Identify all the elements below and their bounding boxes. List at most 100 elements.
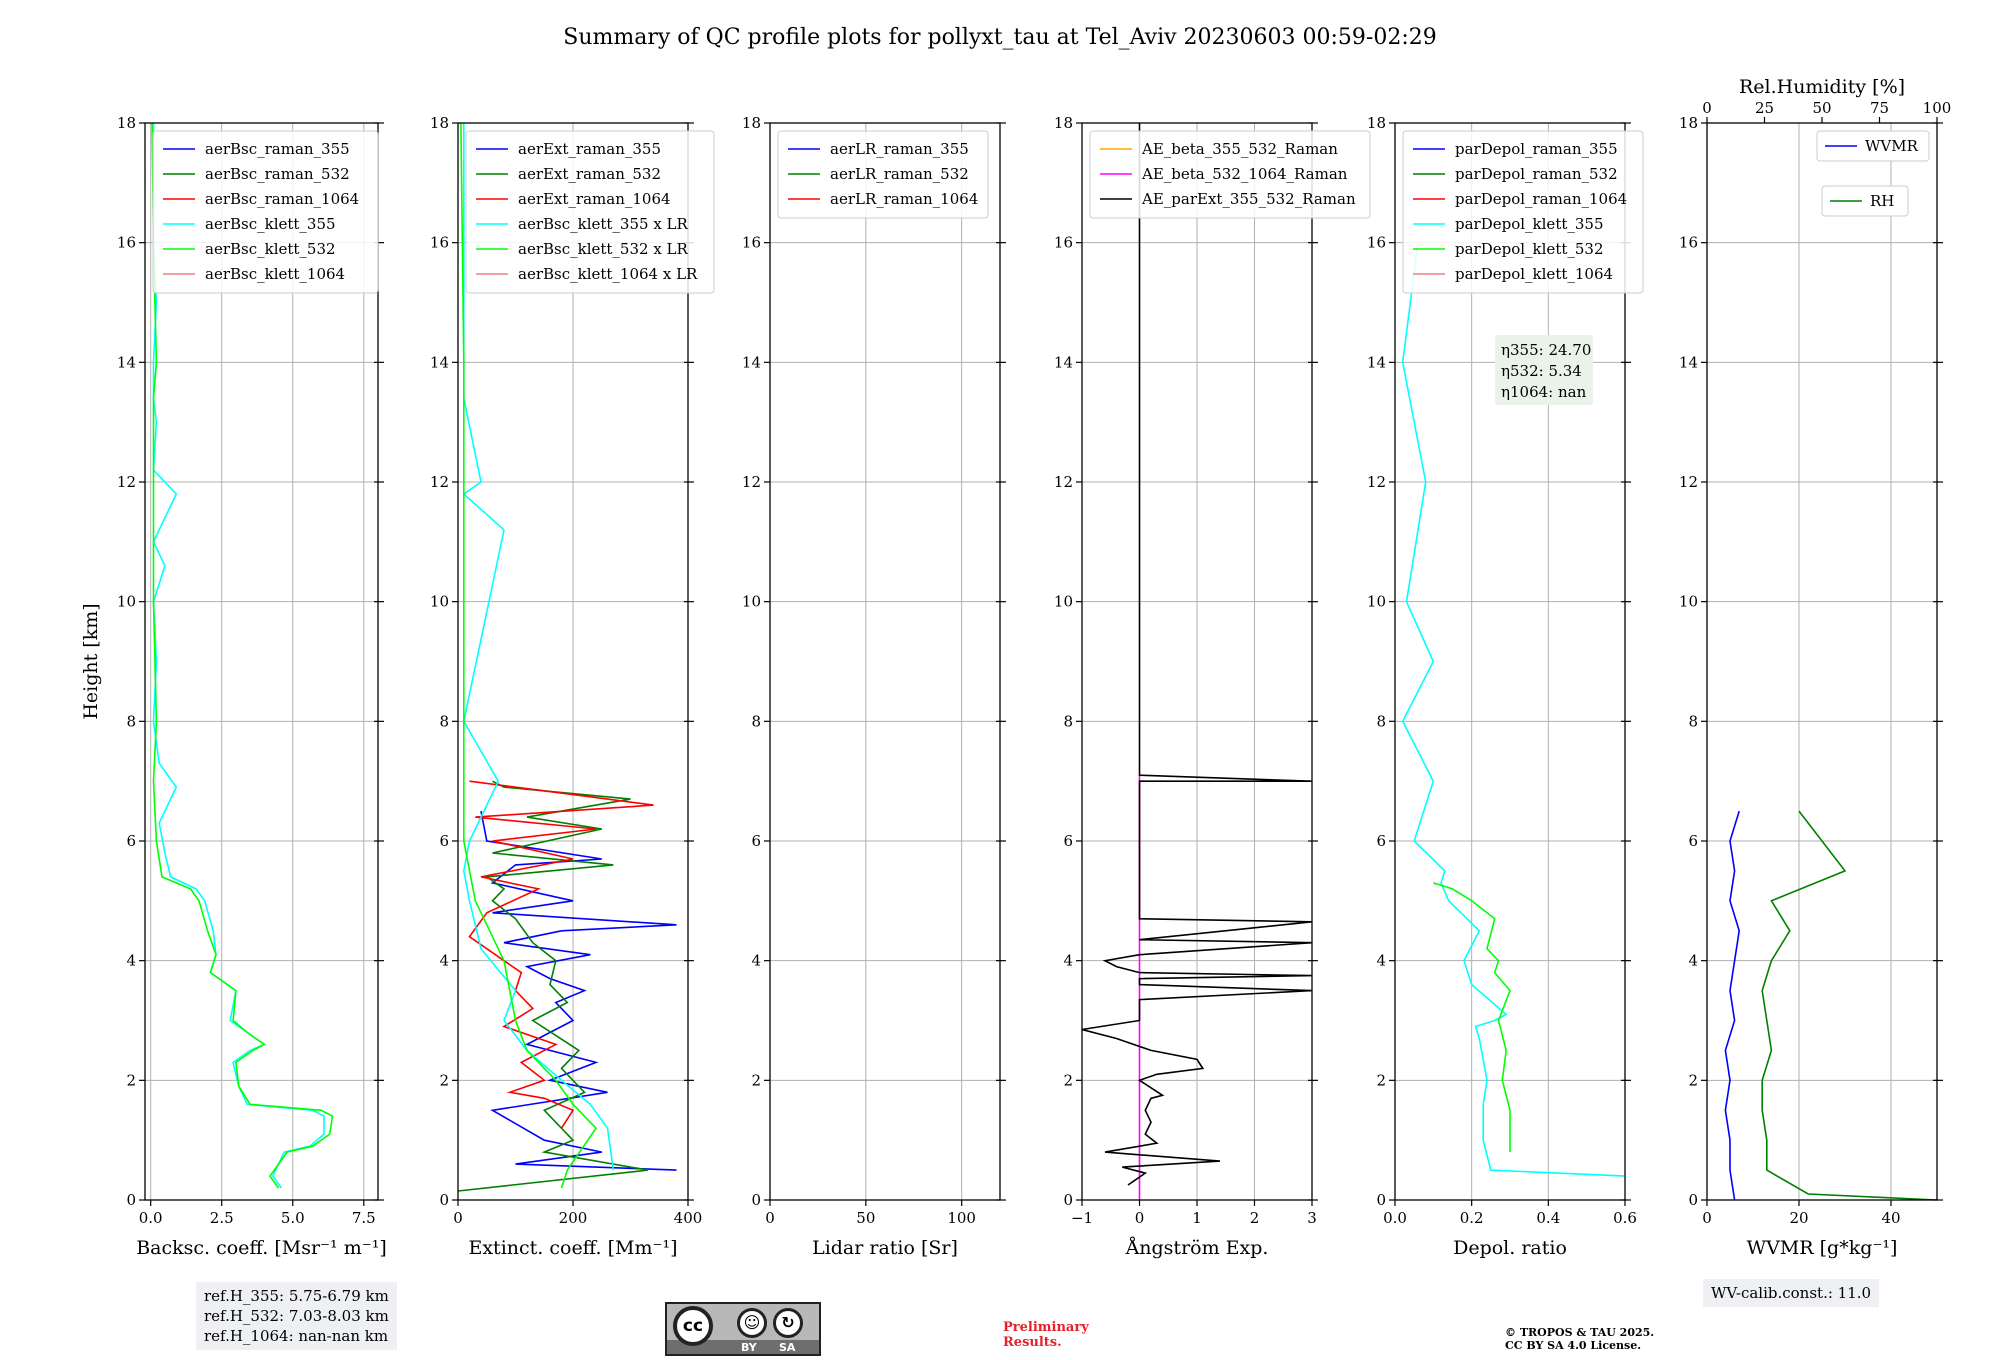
- y-tick-label: 16: [1054, 234, 1073, 252]
- top-x-tick-label: 25: [1755, 99, 1774, 117]
- y-tick-label: 0: [126, 1191, 136, 1209]
- legend-entry: aerBsc_raman_532: [205, 165, 350, 183]
- legend-box: [465, 130, 715, 294]
- series-RH: [1761, 810, 1937, 1200]
- y-tick-label: 14: [1054, 353, 1073, 371]
- y-tick-label: 12: [430, 473, 449, 491]
- share-alike-icon: ↻: [773, 1308, 803, 1338]
- y-tick-label: 4: [439, 952, 449, 970]
- y-tick-label: 0: [1376, 1191, 1386, 1209]
- y-tick-label: 18: [430, 114, 449, 132]
- legend-entry: aerBsc_klett_355: [205, 215, 336, 233]
- axes-frame: [1394, 122, 1626, 1201]
- x-axis-label: Depol. ratio: [1453, 1237, 1567, 1259]
- eta-annotation: η355: 24.70: [1501, 341, 1591, 359]
- legend-box: [1402, 130, 1644, 294]
- legend: aerExt_raman_355 aerExt_raman_532 aerExt_r…: [465, 130, 715, 294]
- y-tick-label: 8: [439, 712, 449, 730]
- y-tick-label: 14: [742, 353, 761, 371]
- series-aerBsc_klett_532: [151, 123, 334, 1189]
- y-tick-label: 18: [742, 114, 761, 132]
- x-axis-label: WVMR [g*kg⁻¹]: [1747, 1237, 1898, 1259]
- panel-lr: 0 2 4 6 8 10 12 14 16 18 0 50 100 Lidar ratio [Sr] aer…: [742, 114, 1006, 1259]
- y-tick-label: 4: [1063, 952, 1073, 970]
- x-tick-label: 0.0: [139, 1209, 163, 1227]
- legend-entry: aerLR_raman_532: [830, 165, 969, 183]
- x-tick-label: 20: [1789, 1209, 1808, 1227]
- legend-entry: parDepol_raman_355: [1455, 140, 1618, 158]
- legend: WVMR RH: [1816, 130, 1930, 217]
- panel-bsc: 0 2 4 6 8 10 12 14 16 18 0.0 2.5 5.0 7.5 Backsc. coeff…: [80, 114, 387, 1259]
- y-tick-label: 2: [126, 1071, 136, 1089]
- y-tick-label: 10: [430, 593, 449, 611]
- x-tick-label: 0.2: [1460, 1209, 1484, 1227]
- series-parDepol_klett_355: [1401, 242, 1625, 1177]
- legend-entry: aerBsc_klett_532 x LR: [518, 240, 689, 258]
- x-tick-label: 0: [453, 1209, 463, 1227]
- legend-entry: aerBsc_klett_1064 x LR: [518, 265, 698, 283]
- y-tick-label: 6: [126, 832, 136, 850]
- legend: parDepol_raman_355 parDepol_raman_532 parD…: [1402, 130, 1644, 294]
- eta-annotation-box: [1495, 335, 1593, 405]
- x-tick-label: 200: [559, 1209, 588, 1227]
- y-axis-label: Height [km]: [80, 603, 102, 719]
- y-tick-label: 4: [751, 952, 761, 970]
- y-tick-label: 14: [1679, 353, 1698, 371]
- preliminary-results-note: Preliminary Results.: [1003, 1320, 1089, 1350]
- top-axis-label: Rel.Humidity [%]: [1739, 76, 1905, 98]
- y-tick-label: 18: [1679, 114, 1698, 132]
- legend-entry: AE_parExt_355_532_Raman: [1141, 190, 1356, 208]
- series-aerBsc_klett_532 x LR: [460, 123, 598, 1189]
- x-axis-label: Lidar ratio [Sr]: [812, 1237, 958, 1259]
- y-tick-label: 6: [1063, 832, 1073, 850]
- y-tick-label: 10: [1367, 593, 1386, 611]
- cc-by-sa-logo: cc ☺ ↻ BY SA: [665, 1302, 821, 1356]
- x-tick-label: 0: [1135, 1209, 1145, 1227]
- y-tick-label: 6: [1376, 832, 1386, 850]
- x-tick-label: 1: [1192, 1209, 1202, 1227]
- y-tick-label: 6: [1688, 832, 1698, 850]
- y-tick-label: 0: [439, 1191, 449, 1209]
- y-tick-label: 0: [751, 1191, 761, 1209]
- series-parDepol_klett_532: [1433, 882, 1511, 1153]
- copyright-line-1: © TROPOS & TAU 2025.: [1505, 1326, 1655, 1339]
- panel-ext: 0 2 4 6 8 10 12 14 16 18 0 200 400 Extinct. coeff. [M…: [430, 114, 715, 1259]
- reference-height-box: ref.H_355: 5.75-6.79 km ref.H_532: 7.03-…: [196, 1282, 397, 1350]
- legend: AE_beta_355_532_Raman AE_beta_532_1064_Ra…: [1089, 130, 1371, 219]
- y-tick-label: 18: [1367, 114, 1386, 132]
- panel-depol: 0 2 4 6 8 10 12 14 16 18 0.0 0.2 0.4 0.6 Depol. ratio p…: [1367, 114, 1644, 1259]
- y-tick-label: 16: [742, 234, 761, 252]
- top-x-tick-label: 100: [1923, 99, 1952, 117]
- series-WVMR: [1724, 810, 1741, 1200]
- cc-by-label: BY: [741, 1341, 757, 1354]
- y-tick-label: 16: [1679, 234, 1698, 252]
- wv-calibration-box: WV-calib.const.: 11.0: [1703, 1279, 1880, 1307]
- wv-calib-const: WV-calib.const.: 11.0: [1711, 1284, 1872, 1302]
- y-tick-label: 10: [117, 593, 136, 611]
- cc-sa-label: SA: [779, 1341, 796, 1354]
- ref-h-355: ref.H_355: 5.75-6.79 km: [204, 1287, 389, 1305]
- y-tick-label: 2: [1063, 1071, 1073, 1089]
- axes-frame: [769, 122, 1001, 1201]
- x-tick-label: 0.4: [1536, 1209, 1560, 1227]
- ref-h-1064: ref.H_1064: nan-nan km: [204, 1327, 389, 1345]
- series-aerExt_raman_532: [458, 780, 648, 1192]
- y-tick-label: 2: [751, 1071, 761, 1089]
- y-tick-label: 12: [742, 473, 761, 491]
- y-tick-label: 18: [1054, 114, 1073, 132]
- x-tick-label: 0.6: [1613, 1209, 1637, 1227]
- eta-annotation: η1064: nan: [1501, 383, 1587, 401]
- x-tick-label: 5.0: [281, 1209, 305, 1227]
- y-tick-label: 2: [439, 1071, 449, 1089]
- y-tick-label: 14: [1367, 353, 1386, 371]
- y-tick-label: 18: [117, 114, 136, 132]
- x-axis-label: Ångström Exp.: [1125, 1237, 1269, 1259]
- legend: aerBsc_raman_355 aerBsc_raman_532 aerBsc_r…: [152, 130, 379, 294]
- x-tick-label: 50: [856, 1209, 875, 1227]
- x-tick-label: 0.0: [1383, 1209, 1407, 1227]
- preliminary-line-1: Preliminary: [1003, 1320, 1089, 1335]
- series-aerExt_raman_355: [480, 810, 677, 1171]
